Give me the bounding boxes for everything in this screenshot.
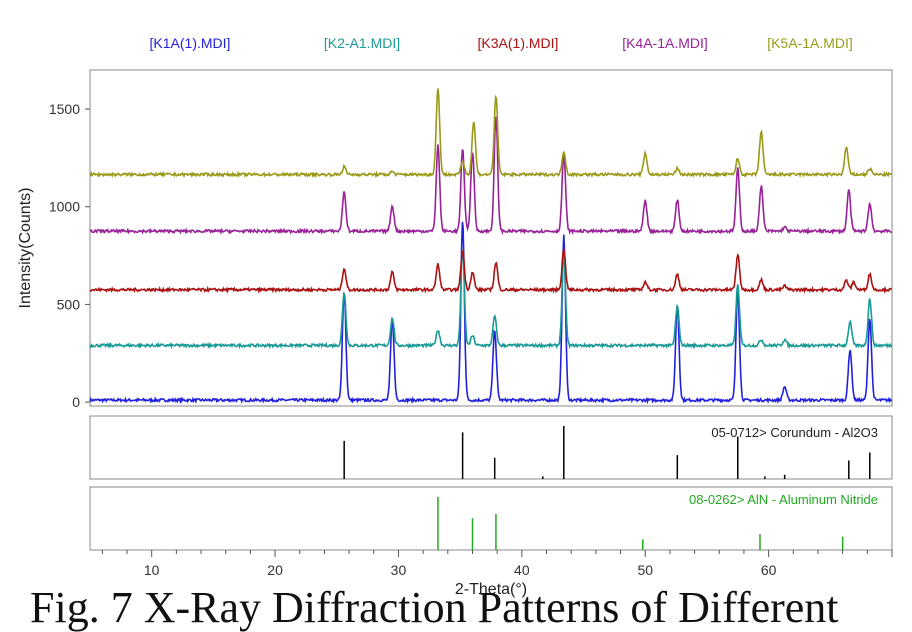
legend-entry-k3a: [K3A(1).MDI]	[478, 35, 559, 51]
series-line-4	[89, 116, 893, 236]
y-tick-label: 500	[57, 296, 81, 312]
series-line-2	[89, 249, 893, 350]
x-tick-label: 20	[267, 562, 283, 578]
reference-panel-corundum	[89, 415, 893, 480]
x-axis: 10 20 30 40 50 60	[101, 550, 893, 578]
legend-entry-k4a: [K4A-1A.MDI]	[622, 35, 708, 51]
series-line-3	[89, 246, 892, 294]
reference-label-corundum: 05-0712> Corundum - Al2O3	[711, 425, 878, 440]
figure-caption: Fig. 7 X-Ray Diffraction Patterns of Dif…	[30, 583, 839, 632]
reference-lines-aln	[437, 497, 844, 550]
x-tick-label: 50	[637, 562, 653, 578]
y-axis-label: Intensity(Counts)	[17, 188, 34, 309]
x-tick-label: 30	[391, 562, 407, 578]
y-tick-label: 0	[72, 394, 80, 410]
main-plot-frame	[89, 69, 893, 407]
legend-entry-k1a: [K1A(1).MDI]	[150, 35, 231, 51]
legend-entry-k2: [K2-A1.MDI]	[324, 35, 400, 51]
reference-panel-aln	[89, 486, 893, 551]
series-line-1	[89, 221, 893, 405]
x-tick-label: 60	[761, 562, 777, 578]
x-tick-label: 10	[144, 562, 160, 578]
reference-label-aln: 08-0262> AlN - Aluminum Nitride	[689, 492, 878, 507]
y-axis: 0 500 1000 1500	[49, 101, 90, 410]
x-tick-label: 40	[514, 562, 530, 578]
y-tick-label: 1500	[49, 101, 80, 117]
reference-lines-corundum	[343, 426, 871, 479]
x-axis-label: 2-Theta(°)	[455, 581, 527, 598]
y-tick-label: 1000	[49, 199, 80, 215]
main-plot-area	[89, 88, 893, 405]
xrd-figure: [K1A(1).MDI] [K2-A1.MDI] [K3A(1).MDI] [K…	[17, 35, 893, 598]
series-line-5	[89, 88, 892, 179]
legend-entry-k5a: [K5A-1A.MDI]	[767, 35, 853, 51]
legend: [K1A(1).MDI] [K2-A1.MDI] [K3A(1).MDI] [K…	[150, 35, 853, 51]
